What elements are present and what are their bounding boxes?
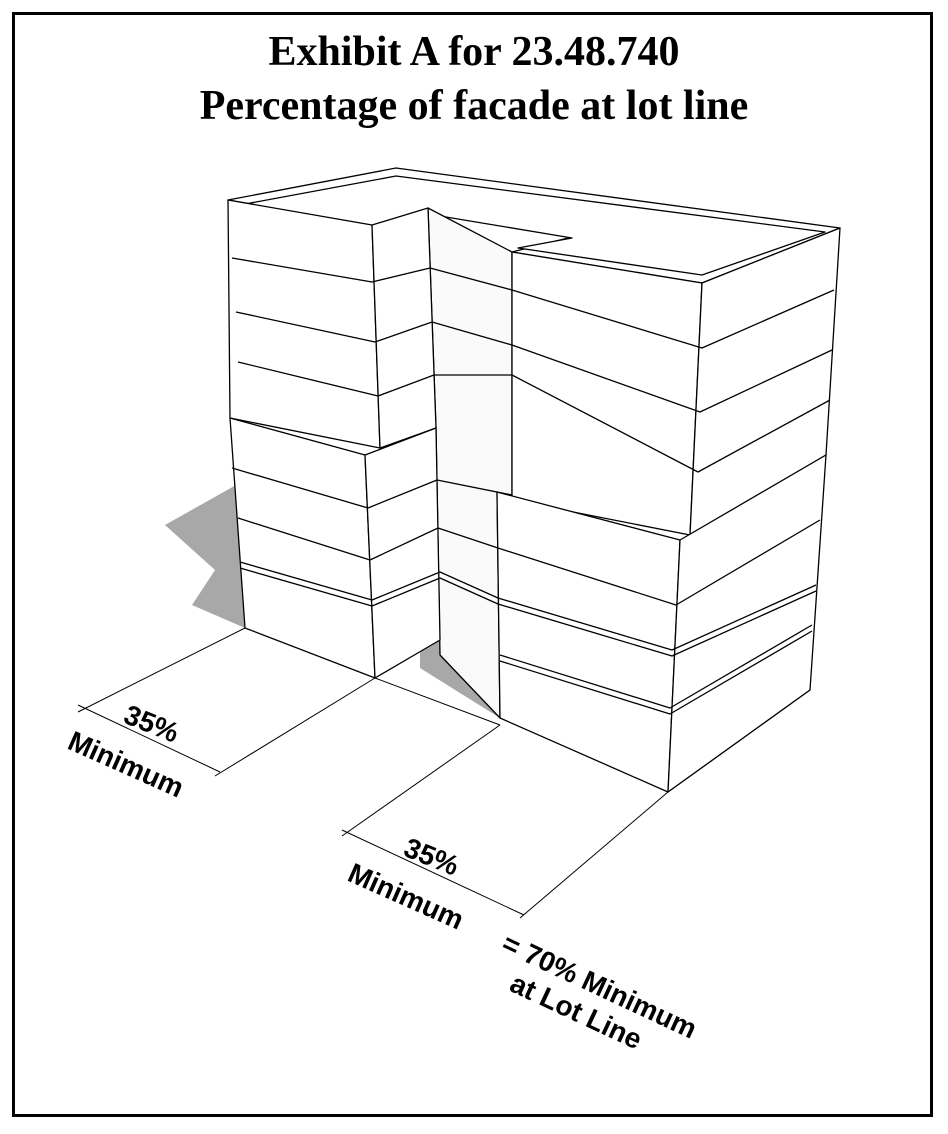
shadow-left bbox=[165, 480, 245, 628]
floor-lines bbox=[231, 257, 835, 715]
right-lower-front bbox=[496, 491, 681, 793]
title-line-1: Exhibit A for 23.48.740 bbox=[268, 29, 680, 75]
left-upper-side bbox=[371, 207, 437, 449]
title-line-2: Percentage of facade at lot line bbox=[199, 83, 749, 129]
left-upper-front bbox=[227, 199, 381, 449]
right-upper-front bbox=[511, 251, 703, 536]
ground-lines bbox=[77, 627, 811, 919]
left-percent-label: 35% bbox=[120, 699, 184, 749]
left-lower-side bbox=[364, 427, 441, 679]
right-percent-label: 35% bbox=[400, 832, 464, 882]
left-lower-front bbox=[229, 417, 376, 679]
diagram-frame bbox=[12, 12, 933, 1117]
